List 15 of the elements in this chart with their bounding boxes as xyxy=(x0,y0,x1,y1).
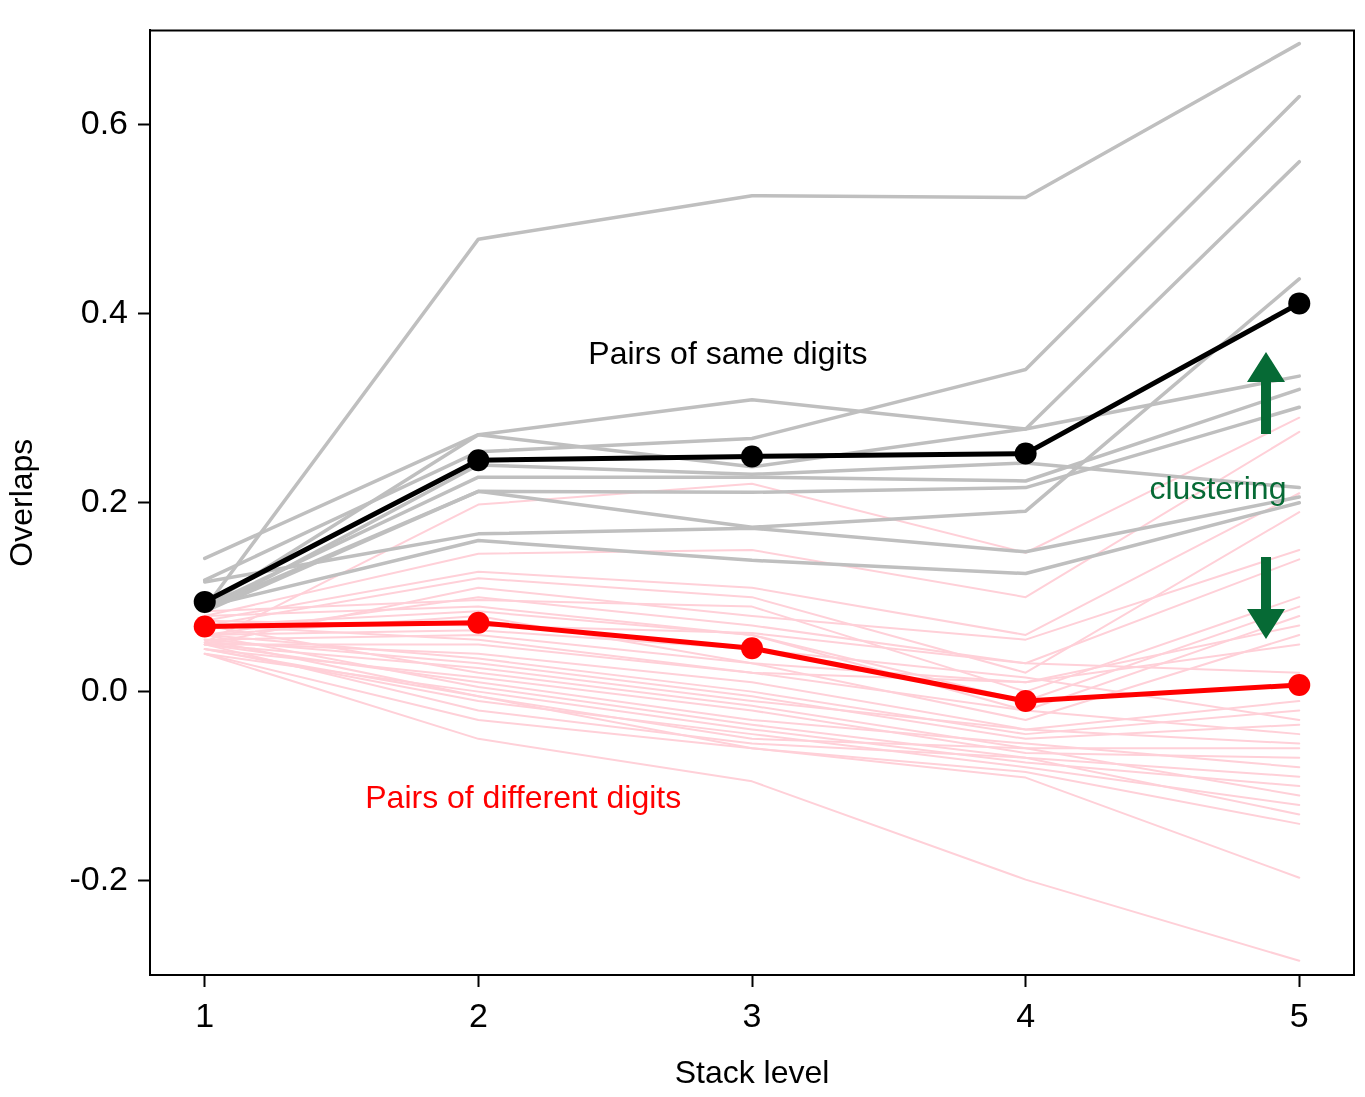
y-tick-label: -0.2 xyxy=(69,858,128,897)
y-tick-label: 0.2 xyxy=(80,481,128,520)
y-tick-label: 0.4 xyxy=(80,292,128,331)
annotation: Pairs of different digits xyxy=(365,779,682,816)
x-tick-label: 3 xyxy=(742,995,762,1034)
x-tick-label: 5 xyxy=(1289,995,1309,1034)
y-tick-label: 0.6 xyxy=(80,103,128,142)
annotation: clustering xyxy=(1149,470,1287,507)
x-tick-label: 1 xyxy=(195,995,215,1034)
y-axis-title: Overlaps xyxy=(3,438,40,567)
x-tick-label: 4 xyxy=(1016,995,1036,1034)
x-axis-title: Stack level xyxy=(674,1053,830,1090)
y-tick-label: 0.0 xyxy=(80,669,128,708)
x-tick-label: 2 xyxy=(468,995,488,1034)
annotation: Pairs of same digits xyxy=(588,335,868,372)
